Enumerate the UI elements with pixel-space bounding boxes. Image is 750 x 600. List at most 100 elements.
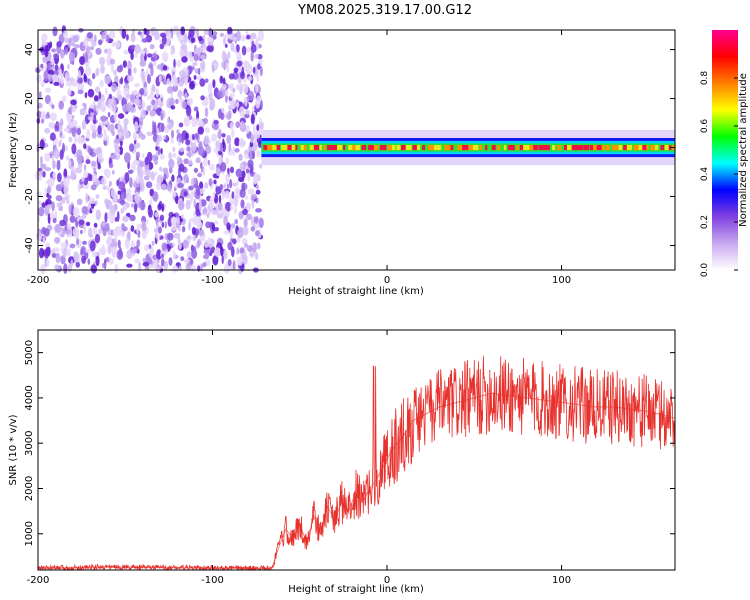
spectrogram-noise-blob bbox=[148, 63, 154, 69]
spectrogram-noise-blob bbox=[203, 29, 210, 35]
spectrogram-noise-blob bbox=[212, 31, 218, 36]
signal-peak bbox=[287, 145, 292, 151]
spectrogram-noise-blob bbox=[227, 259, 232, 267]
spectrogram-noise-blob bbox=[170, 216, 177, 226]
spectrogram-noise-blob bbox=[226, 183, 230, 189]
spectrogram-noise-blob bbox=[170, 136, 174, 145]
spectrogram-noise-blob bbox=[112, 103, 117, 111]
spectrogram-noise-blob bbox=[67, 40, 72, 49]
spectrogram-noise-blob bbox=[259, 117, 262, 125]
signal-peak bbox=[618, 145, 623, 151]
spectrogram-noise-blob bbox=[139, 60, 146, 67]
spectrogram-noise-blob bbox=[108, 30, 116, 39]
spectrogram-noise-blob bbox=[202, 208, 205, 216]
spectrogram-noise-blob bbox=[204, 182, 209, 189]
spectrogram-noise-blob bbox=[57, 172, 62, 183]
spectrogram-noise-blob bbox=[242, 254, 248, 265]
spectrogram-noise-blob bbox=[117, 239, 121, 249]
spectrogram-noise-blob bbox=[91, 251, 98, 257]
signal-peak bbox=[396, 145, 401, 151]
spectrogram-noise-blob bbox=[255, 82, 259, 93]
spectrogram-noise-blob bbox=[99, 80, 104, 88]
signal-peak bbox=[589, 145, 597, 151]
spectrogram-noise-blob bbox=[154, 228, 159, 233]
spectrogram-noise-blob bbox=[257, 63, 261, 70]
spectrogram-noise-blob bbox=[43, 228, 50, 237]
spectrogram-noise-blob bbox=[223, 263, 230, 274]
spectrogram-noise-blob bbox=[181, 100, 187, 110]
spectrogram-noise-blob bbox=[242, 226, 249, 236]
spectrogram-noise-blob bbox=[219, 184, 224, 190]
signal-peak bbox=[392, 145, 396, 151]
spectrogram-noise-blob bbox=[151, 240, 155, 246]
spectrogram-frame bbox=[37, 29, 676, 271]
spectrogram-noise-blob bbox=[86, 128, 91, 140]
spectrogram-noise-blob bbox=[83, 223, 86, 234]
spectrogram-noise-blob bbox=[177, 35, 182, 42]
spectrogram-noise-blob bbox=[172, 146, 176, 153]
spectrogram-noise-blob bbox=[135, 142, 141, 149]
spectrogram-noise-blob bbox=[130, 52, 134, 60]
spectrogram-noise-blob bbox=[186, 146, 191, 152]
spectrogram-noise-blob bbox=[235, 121, 241, 128]
spectrogram-noise-blob bbox=[88, 202, 91, 212]
spectrogram-noise-blob bbox=[183, 33, 188, 44]
snr-x-label: Height of straight line (km) bbox=[288, 584, 424, 595]
spectrogram-noise-blob bbox=[221, 188, 225, 200]
colorbar: 0.0 0.2 0.4 0.6 0.8 Normalized spectral ampl… bbox=[700, 30, 749, 277]
spectrogram-noise-blob bbox=[114, 227, 120, 234]
signal-peak bbox=[437, 145, 442, 151]
spectrogram-noise-blob bbox=[227, 26, 233, 36]
spectrogram-noise-blob bbox=[230, 122, 234, 130]
spectrogram-noise-blob bbox=[65, 229, 71, 235]
spectrogram-noise-blob bbox=[232, 238, 237, 245]
spectrogram-noise-blob bbox=[203, 156, 208, 167]
spectrogram-noise-blob bbox=[191, 248, 198, 259]
spectrogram-noise-blob bbox=[105, 87, 108, 96]
spectrogram-noise-blob bbox=[154, 171, 158, 176]
spectrogram-noise-blob bbox=[146, 74, 152, 84]
spectrogram-noise-blob bbox=[247, 159, 254, 169]
spectrogram-noise-blob bbox=[216, 213, 224, 219]
spectrogram-noise-blob bbox=[197, 146, 205, 156]
spectrogram-noise-blob bbox=[221, 83, 227, 90]
spectrogram-noise-blob bbox=[108, 103, 111, 110]
signal-peak bbox=[327, 145, 331, 151]
signal-peak bbox=[303, 145, 307, 151]
spectrogram-noise-blob bbox=[256, 124, 260, 132]
spectrogram-noise-blob bbox=[212, 79, 216, 89]
spectrogram-noise-blob bbox=[233, 201, 239, 207]
spectrogram-noise-blob bbox=[196, 28, 199, 39]
spectrogram-noise-blob bbox=[44, 94, 51, 105]
spectrogram-noise-blob bbox=[252, 66, 256, 74]
spectrogram-noise-blob bbox=[197, 126, 204, 135]
spectrogram-noise-blob bbox=[147, 169, 151, 179]
spectrogram-noise-blob bbox=[232, 146, 236, 157]
snr-series-noisy-line bbox=[37, 355, 676, 572]
spectrogram-noise-blob bbox=[63, 184, 69, 196]
spectrogram-noise-blob bbox=[161, 35, 167, 45]
spectrogram-noise-blob bbox=[188, 220, 192, 231]
spectrogram-noise-blob bbox=[223, 183, 227, 189]
spectrogram-noise-blob bbox=[134, 44, 141, 54]
spectrogram-noise-blob bbox=[85, 221, 91, 227]
signal-peak bbox=[491, 145, 496, 151]
spectrogram-noise-blob bbox=[93, 95, 99, 102]
spectrogram-noise-blob bbox=[245, 63, 253, 75]
spectrogram-noise-blob bbox=[178, 122, 184, 128]
spectrogram-noise-blob bbox=[195, 132, 198, 140]
spectrogram-noise-blob bbox=[52, 247, 60, 253]
spectrogram-noise-blob bbox=[221, 133, 226, 138]
spectrogram-noise-blob bbox=[44, 187, 47, 196]
spectrogram-noise-blob bbox=[207, 237, 212, 245]
spectrogram-noise-blob bbox=[60, 78, 65, 85]
spectrogram-noise-blob bbox=[134, 258, 141, 264]
spectrogram-noise-blob bbox=[172, 84, 179, 92]
spectrogram-noise-blob bbox=[126, 188, 132, 196]
colorbar-tick-label: 0.4 bbox=[700, 167, 710, 182]
spectrogram-noise-blob bbox=[100, 115, 107, 122]
spectrogram-y-tick-label: 0 bbox=[24, 144, 35, 150]
spectrogram-noise-blob bbox=[239, 106, 245, 117]
spectrogram-noise-blob bbox=[195, 117, 203, 127]
signal-peak bbox=[593, 145, 598, 151]
